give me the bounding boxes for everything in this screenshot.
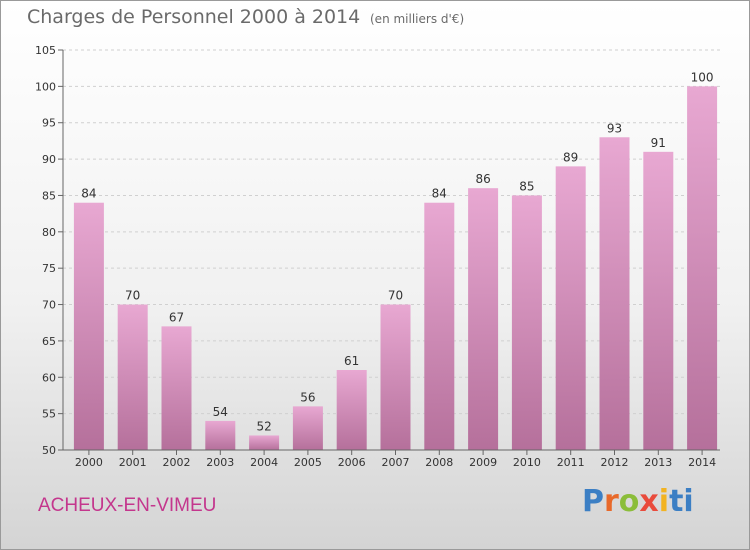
data-label: 52 — [256, 419, 271, 433]
x-tick-label: 2006 — [338, 456, 366, 469]
data-label: 86 — [475, 172, 490, 186]
bar — [249, 435, 280, 450]
chart-subtitle: (en milliers d'€) — [370, 12, 465, 26]
x-tick-label: 2009 — [469, 456, 497, 469]
y-tick-label: 55 — [42, 408, 56, 421]
axes: 50 55 60 65 70 75 80 85 90 95 100 105 2000 2001 2002 20… — [35, 44, 720, 469]
proxiti-logo: Proxiti — [582, 484, 694, 519]
y-tick-label: 100 — [35, 80, 56, 93]
x-tick-label: 2000 — [75, 456, 103, 469]
bar — [117, 304, 148, 450]
y-tick-label: 80 — [42, 226, 56, 239]
data-label: 70 — [388, 289, 403, 303]
bar — [292, 406, 323, 450]
data-label: 85 — [519, 179, 534, 193]
data-label: 54 — [213, 405, 228, 419]
bar — [643, 151, 674, 450]
bar — [380, 304, 411, 450]
data-label: 56 — [300, 390, 315, 404]
bar — [511, 195, 542, 450]
y-tick-label: 70 — [42, 299, 56, 312]
x-tick-label: 2005 — [294, 456, 322, 469]
x-tick-label: 2011 — [557, 456, 585, 469]
y-tick-label: 75 — [42, 262, 56, 275]
bar — [336, 370, 367, 450]
data-label: 70 — [125, 289, 140, 303]
bar — [468, 188, 499, 450]
city-name: ACHEUX-EN-VIMEU — [38, 495, 217, 516]
bar — [73, 202, 104, 450]
chart-title: Charges de Personnel 2000 à 2014 — [27, 6, 361, 28]
data-label: 93 — [607, 121, 622, 135]
x-tick-label: 2010 — [513, 456, 541, 469]
x-tick-label: 2008 — [425, 456, 453, 469]
x-tick-label: 2012 — [601, 456, 629, 469]
x-tick-label: 2001 — [119, 456, 147, 469]
bars: 84 70 67 54 52 56 61 70 84 86 85 89 93 91 100 — [73, 70, 718, 451]
y-tick-label: 90 — [42, 153, 56, 166]
y-tick-label: 50 — [42, 444, 56, 457]
y-tick-label: 60 — [42, 371, 56, 384]
data-label: 91 — [651, 136, 666, 150]
y-tick-label: 105 — [35, 44, 56, 57]
data-label: 89 — [563, 150, 578, 164]
bar — [424, 202, 455, 450]
data-label: 84 — [432, 187, 447, 201]
data-label: 100 — [691, 70, 714, 84]
y-tick-label: 65 — [42, 335, 56, 348]
bar — [555, 166, 586, 450]
data-label: 67 — [169, 310, 184, 324]
y-tick-label: 85 — [42, 189, 56, 202]
bar — [599, 137, 630, 451]
x-tick-label: 2013 — [644, 456, 672, 469]
x-tick-label: 2002 — [163, 456, 191, 469]
x-tick-label: 2003 — [206, 456, 234, 469]
bar — [687, 86, 718, 450]
bar — [205, 420, 236, 450]
y-tick-label: 95 — [42, 117, 56, 130]
data-label: 84 — [81, 187, 96, 201]
x-tick-label: 2014 — [688, 456, 716, 469]
bar — [161, 326, 192, 450]
data-label: 61 — [344, 354, 359, 368]
x-tick-label: 2004 — [250, 456, 278, 469]
x-tick-label: 2007 — [382, 456, 410, 469]
